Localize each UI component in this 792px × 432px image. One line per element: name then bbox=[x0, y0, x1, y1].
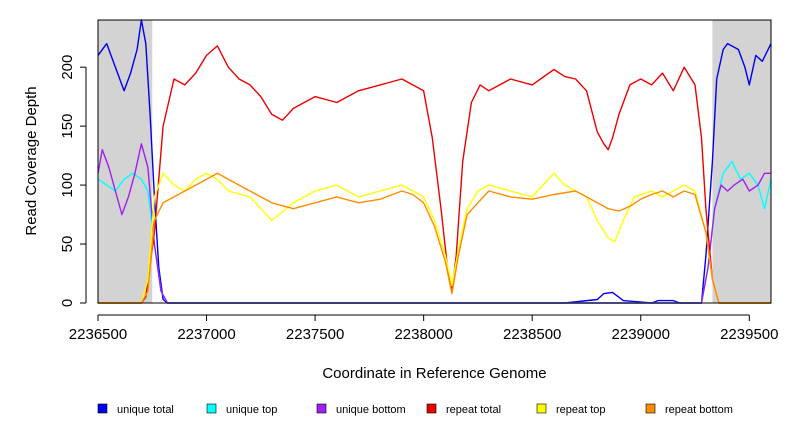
y-tick-label: 200 bbox=[59, 55, 76, 80]
y-tick-label: 50 bbox=[59, 236, 76, 253]
legend: unique total unique top unique bottom repea… bbox=[97, 403, 733, 416]
x-axis: 2236500 2237000 2237500 2238000 2238500 22390… bbox=[69, 314, 778, 343]
series-line-repeat-bottom bbox=[98, 172, 771, 304]
y-tick-label: 100 bbox=[59, 173, 76, 198]
legend-label-unique-top: unique top bbox=[226, 404, 277, 416]
series-line-repeat-total bbox=[98, 45, 771, 304]
x-tick-label: 2239000 bbox=[612, 326, 670, 343]
series-line-repeat-top bbox=[98, 172, 771, 304]
y-tick-label: 0 bbox=[59, 299, 76, 307]
legend-label-unique-bottom: unique bottom bbox=[336, 404, 406, 416]
y-axis-label: Read Coverage Depth bbox=[23, 86, 40, 235]
plot-frame bbox=[97, 19, 772, 304]
y-axis: 0 50 100 150 200 bbox=[59, 55, 87, 307]
series-lines bbox=[97, 19, 772, 304]
legend-swatch-repeat-bottom bbox=[645, 403, 656, 414]
x-tick-label: 2237500 bbox=[286, 326, 344, 343]
legend-label-repeat-total: repeat total bbox=[446, 404, 501, 416]
legend-swatch-unique-total bbox=[97, 403, 108, 414]
shaded-region-2 bbox=[712, 20, 771, 303]
x-tick-label: 2236500 bbox=[69, 326, 127, 343]
x-axis-label: Coordinate in Reference Genome bbox=[322, 365, 546, 382]
legend-swatch-repeat-total bbox=[426, 403, 437, 414]
legend-swatch-unique-bottom bbox=[316, 403, 327, 414]
legend-swatch-unique-top bbox=[206, 403, 217, 414]
x-tick-label: 2238500 bbox=[503, 326, 561, 343]
y-tick-label: 150 bbox=[59, 114, 76, 139]
series-line-unique-bottom bbox=[97, 143, 771, 304]
legend-label-repeat-top: repeat top bbox=[556, 404, 606, 416]
shaded-regions bbox=[98, 20, 771, 303]
legend-label-unique-total: unique total bbox=[117, 404, 174, 416]
x-tick-label: 2237000 bbox=[177, 326, 235, 343]
legend-swatch-repeat-top bbox=[536, 403, 547, 414]
x-tick-label: 2238000 bbox=[394, 326, 452, 343]
legend-label-repeat-bottom: repeat bottom bbox=[665, 404, 733, 416]
series-line-unique-total bbox=[97, 19, 772, 304]
x-tick-label: 2239500 bbox=[720, 326, 778, 343]
